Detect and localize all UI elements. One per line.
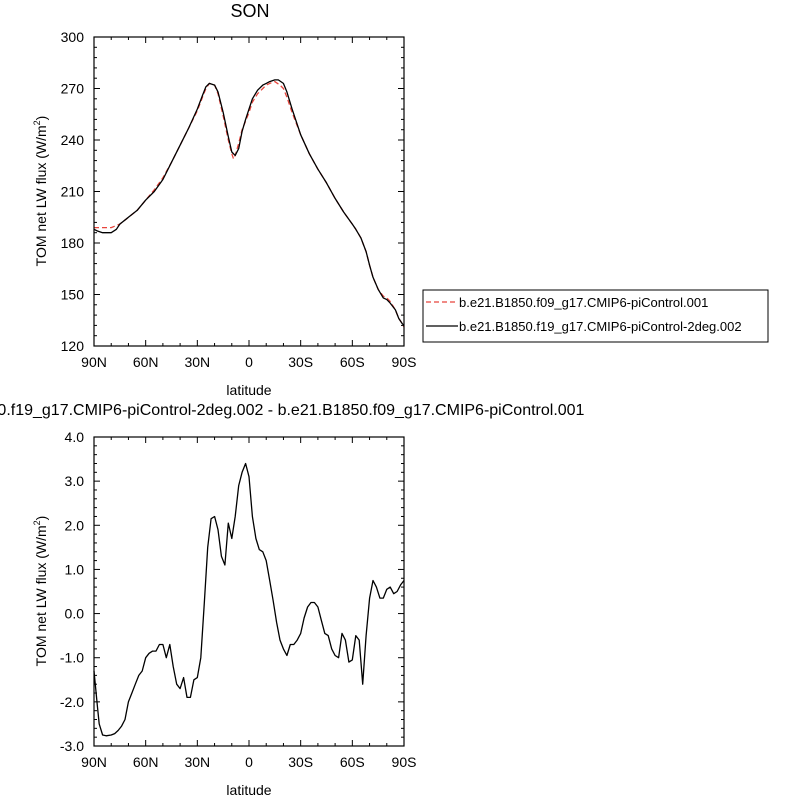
series-line-1: [93, 462, 405, 737]
y-tick-label: 1.0: [65, 561, 85, 577]
series-line-1: [94, 80, 405, 328]
y-tick-label: 210: [61, 184, 85, 200]
y-tick-label: -3.0: [60, 738, 84, 754]
y-axis-label-close: ): [33, 116, 49, 121]
x-tick-label: 30S: [288, 754, 313, 770]
y-tick-label: 4.0: [65, 429, 85, 445]
x-tick-label: 60S: [340, 354, 365, 370]
son-flux-panel: SON 90N 60N 30N 0 30S 60S 90S 120 150 180 210 240 27…: [32, 1, 416, 398]
y-tick-label: 240: [61, 132, 85, 148]
x-tick-label: 0: [245, 754, 253, 770]
x-tick-label: 30N: [184, 354, 210, 370]
y-axis-label-close: ): [33, 516, 49, 521]
x-tick-label: 90S: [392, 354, 417, 370]
legend-label-series-1: b.e21.B1850.f09_g17.CMIP6-piControl.001: [459, 295, 708, 310]
series-group: [93, 462, 405, 737]
x-axis-label: latitude: [226, 782, 271, 798]
x-tick-label: 60N: [133, 754, 159, 770]
y-axis-label-superscript: 2: [32, 120, 42, 125]
panel-title: SON: [230, 1, 269, 21]
panel-title: b.e21.B1850.f19_g17.CMIP6-piControl-2deg…: [0, 402, 585, 419]
y-axis-label: TOM net LW flux (W/m2): [32, 116, 49, 267]
y-axis-label-main: TOM net LW flux (W/m: [33, 125, 49, 266]
legend-box: [422, 289, 769, 343]
axes-group: 90N 60N 30N 0 30S 60S 90S -3.0 -2.0 -1.0 0.0 1.0 2.0…: [60, 429, 417, 770]
x-tick-label: 90N: [81, 754, 107, 770]
series-group: [93, 79, 405, 328]
y-tick-label: -2.0: [60, 694, 84, 710]
y-tick-label: 3.0: [65, 473, 85, 489]
x-tick-label: 90S: [392, 754, 417, 770]
y-axis-label: TOM net LW flux (W/m2): [32, 516, 49, 667]
plot-frame: [93, 36, 405, 347]
y-tick-label: 300: [61, 29, 85, 45]
y-tick-label: 270: [61, 81, 85, 97]
x-tick-label: 60N: [133, 354, 159, 370]
legend: b.e21.B1850.f09_g17.CMIP6-piControl.001 …: [422, 289, 769, 343]
axes-group: 90N 60N 30N 0 30S 60S 90S 120 150 180 210 240 270 300: [61, 29, 417, 370]
x-tick-label: 0: [245, 354, 253, 370]
x-tick-label: 60S: [340, 754, 365, 770]
legend-label-series-2: b.e21.B1850.f19_g17.CMIP6-piControl-2deg…: [459, 319, 742, 334]
x-tick-label: 90N: [81, 354, 107, 370]
difference-panel: b.e21.B1850.f19_g17.CMIP6-piControl-2deg…: [0, 402, 585, 798]
y-axis-label-superscript: 2: [32, 520, 42, 525]
y-tick-label: 180: [61, 235, 85, 251]
y-tick-label: 0.0: [65, 606, 85, 622]
y-tick-label: 2.0: [65, 517, 85, 533]
series-line-2: [93, 79, 405, 326]
x-axis-label: latitude: [226, 382, 271, 398]
y-tick-label: 150: [61, 287, 85, 303]
y-tick-label: -1.0: [60, 650, 84, 666]
x-tick-label: 30N: [184, 754, 210, 770]
y-axis-label-main: TOM net LW flux (W/m: [33, 525, 49, 666]
y-tick-label: 120: [61, 338, 85, 354]
x-tick-label: 30S: [288, 354, 313, 370]
